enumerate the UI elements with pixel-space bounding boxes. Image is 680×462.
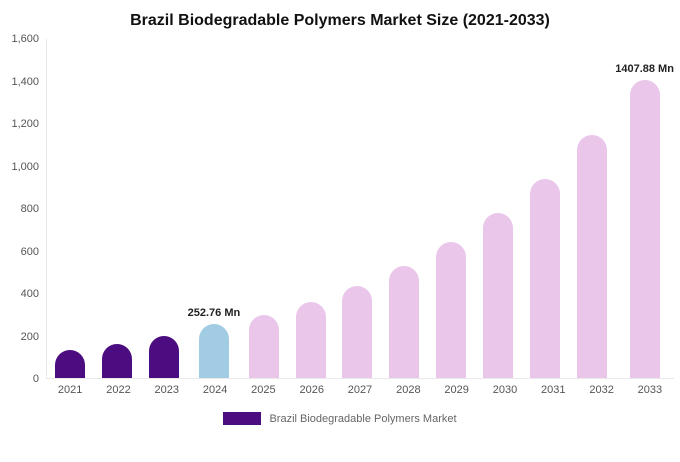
x-tick-label: 2031 (541, 384, 566, 396)
bar-2031 (529, 178, 560, 378)
y-tick-label: 1,200 (11, 118, 39, 130)
bar-2029 (436, 242, 467, 378)
bar-slot-2028 (381, 39, 428, 378)
bar-slot-2022 (94, 39, 141, 378)
bar-slot-2021 (47, 39, 94, 378)
y-tick-label: 1,000 (11, 160, 39, 173)
x-tick-label: 2027 (347, 384, 373, 396)
x-tick-label: 2023 (154, 384, 180, 396)
bar-slot-2033: 1407.88 Mn (615, 39, 674, 378)
bar-slot-2027 (334, 39, 381, 378)
chart-title: Brazil Biodegradable Polymers Market Siz… (130, 12, 550, 29)
legend: Brazil Biodegradable Polymers Market (0, 412, 680, 425)
plot-area: 252.76 Mn 1407.88 Mn (46, 39, 674, 379)
y-tick-label: 0 (32, 373, 39, 385)
x-tick-label: 2028 (396, 384, 421, 396)
bar-2028 (389, 266, 420, 378)
bar-slot-2031 (521, 39, 568, 378)
bar-2025 (248, 314, 279, 378)
bar-slot-2029 (428, 39, 475, 378)
bar-value-label: 252.76 Mn (187, 307, 241, 320)
x-tick-label: 2032 (589, 384, 614, 396)
bar-chart: 0 200 400 600 800 1,000 1,200 1,400 1,600 252.76… (8, 33, 674, 385)
y-tick-label: 200 (20, 330, 39, 343)
bar-value-label: 1407.88 Mn (615, 62, 674, 75)
y-tick-label: 600 (20, 245, 39, 258)
legend-label: Brazil Biodegradable Polymers Market (269, 412, 457, 425)
x-tick-label: 2029 (444, 384, 469, 396)
bar-slot-2030 (475, 39, 522, 378)
x-tick-label: 2026 (299, 384, 324, 396)
bar-2026 (295, 302, 326, 378)
bar-2030 (483, 212, 514, 378)
bar-2022 (102, 343, 133, 378)
x-tick-label: 2033 (637, 384, 663, 396)
bar-2033 (629, 79, 660, 378)
y-tick-label: 800 (20, 203, 39, 215)
x-tick-label: 2021 (57, 384, 83, 396)
x-tick-label: 2024 (202, 384, 228, 396)
bar-2024 (198, 324, 229, 378)
y-tick-label: 400 (20, 288, 39, 300)
bar-2032 (576, 134, 607, 378)
chart-page: Brazil Biodegradable Polymers Market Siz… (0, 12, 680, 462)
bar-2023 (149, 336, 180, 378)
bar-slot-2032 (568, 39, 615, 378)
x-tick-label: 2030 (492, 384, 518, 396)
y-tick-label: 1,600 (11, 33, 39, 45)
bar-2027 (342, 285, 373, 378)
bar-2021 (55, 350, 86, 378)
bar-slot-2026 (287, 39, 334, 378)
x-tick-label: 2022 (106, 384, 131, 396)
bar-slot-2024: 252.76 Mn (187, 39, 241, 378)
legend-swatch (223, 412, 262, 425)
x-tick-label: 2025 (251, 384, 276, 396)
x-axis: 2021 2022 2023 2024 2025 2026 2027 2028 2029 2030… (46, 384, 674, 396)
bar-slot-2025 (240, 39, 287, 378)
y-tick-label: 1,400 (11, 75, 39, 88)
bar-slot-2023 (141, 39, 188, 378)
y-axis: 0 200 400 600 800 1,000 1,200 1,400 1,600 (8, 33, 44, 385)
